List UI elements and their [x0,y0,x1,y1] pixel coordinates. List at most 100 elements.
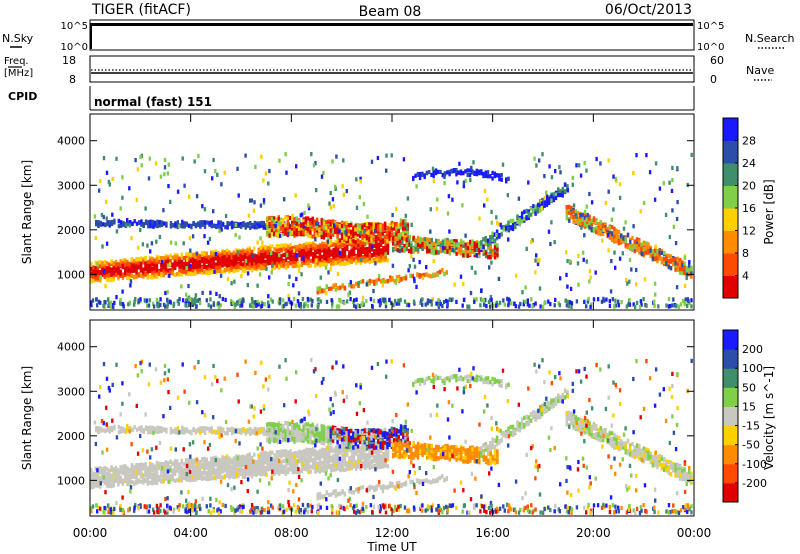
power-cell [446,242,449,247]
velocity-cell [124,468,127,474]
power-cell [412,299,416,304]
power-cell [239,265,242,271]
power-cell [356,232,360,237]
power-cell [287,282,290,287]
power-cell [391,213,394,218]
power-cell [614,265,617,270]
power-cell [277,229,280,234]
power-cell [248,255,251,260]
power-cell [359,243,362,248]
power-cell [638,250,641,255]
power-cell [198,267,202,272]
power-cell [328,241,331,246]
power-cell [135,270,138,275]
power-cell [304,219,308,224]
power-cell [429,207,432,212]
power-cell [346,299,349,304]
power-cell [518,217,521,222]
power-cell [259,253,263,258]
velocity-cell [108,471,111,476]
power-cell [191,298,194,303]
power-cell [90,300,93,305]
power-cell [176,262,179,267]
power-cell [527,209,530,214]
power-cell [148,259,152,264]
power-cell [445,270,448,275]
power-cell [365,222,369,227]
power-cell [195,304,198,309]
power-cell [629,237,632,242]
power-cell [201,204,204,209]
power-cell [144,266,147,271]
power-cell [545,190,548,195]
power-cell [291,230,294,235]
power-cell [99,260,102,265]
power-cell [558,303,562,308]
power-cell [210,263,213,268]
power-cell [158,219,161,225]
power-cell [203,234,206,239]
power-cell [230,267,233,273]
power-cell [331,301,334,306]
power-cell [164,260,168,265]
power-cell [382,279,385,284]
power-cell [90,303,93,308]
power-cell [674,264,677,269]
power-cell [127,302,130,307]
power-cell [336,224,339,229]
power-cell [266,256,270,261]
power-cell [205,259,208,264]
power-cell [361,279,365,284]
power-cell [354,224,357,229]
power-cell [99,220,102,225]
power-cell [109,304,112,309]
power-cell [495,232,498,238]
power-cell [654,248,657,253]
power-cell [124,262,127,268]
power-cell [219,257,222,262]
power-cell [397,278,400,283]
power-cell [139,273,143,278]
power-cell [334,253,337,258]
power-cell [377,243,381,249]
velocity-cell [94,474,97,479]
power-cell [379,242,383,247]
power-cell [539,202,542,207]
power-cell [142,269,145,274]
power-cell [488,265,491,270]
power-cell [334,261,337,266]
power-cell [327,247,331,252]
power-cell [275,232,278,237]
power-cell [323,248,326,253]
power-cell [563,182,567,187]
power-cell [145,298,148,303]
power-cell [412,257,415,262]
power-cell [415,284,418,289]
power-cell [157,255,161,260]
power-cell [158,234,162,240]
power-cell [212,252,215,257]
power-cell [90,278,93,284]
power-cell [320,222,323,227]
power-cell [226,276,230,282]
power-cell [196,298,200,303]
power-cell [148,268,152,274]
power-cell [271,263,274,268]
power-cell [194,264,197,269]
power-cell [398,248,401,254]
power-cell [448,169,451,174]
power-cell [287,255,290,260]
power-cell [669,259,673,264]
power-cell [180,264,183,269]
power-cell [412,236,415,241]
velocity-cell [130,475,134,480]
power-cell [381,235,385,240]
power-cell [233,221,236,226]
power-cell [212,250,215,255]
power-cell [396,237,399,242]
power-cell [672,262,675,267]
power-cell [169,223,173,229]
power-cell [212,302,216,307]
power-cell [316,244,319,249]
power-cell [475,248,479,253]
